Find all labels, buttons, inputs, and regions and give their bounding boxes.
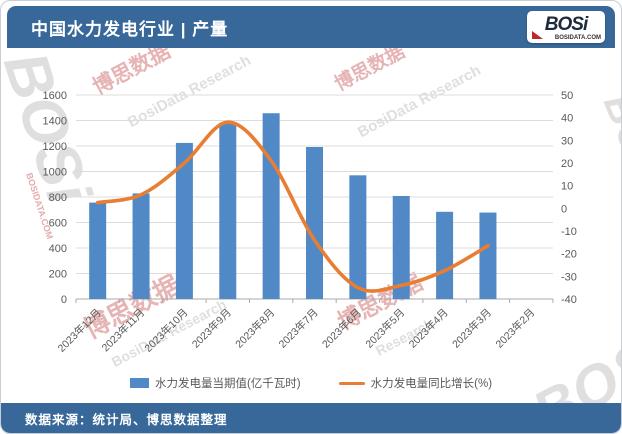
legend-item-bar-series: 水力发电量当期值(亿千瓦时)	[129, 375, 301, 391]
bosi-logo: BOSi BOSIDATA.COM	[527, 11, 605, 43]
bar-series-label: 水力发电量当期值(亿千瓦时)	[154, 378, 301, 390]
header-bar: 中国水力发电行业 | 产量 BOSi BOSIDATA.COM	[7, 6, 615, 48]
bar-series-swatch	[129, 378, 149, 388]
right-axis-tick-label: 50	[561, 90, 573, 102]
right-axis-tick-label: 40	[561, 113, 573, 125]
line-series-label: 水力发电量同比增长(%)	[370, 378, 493, 390]
right-axis-tick-label: -40	[561, 294, 577, 306]
left-axis-tick-label: 200	[49, 269, 67, 281]
chart-legend: 水力发电量当期值(亿千瓦时) 水力发电量同比增长(%)	[1, 373, 621, 393]
x-axis-label: 2023年5月	[363, 306, 408, 351]
left-axis-tick-label: 1400	[43, 116, 67, 128]
left-axis-tick-label: 1200	[43, 141, 67, 153]
bar-2023年5月	[392, 195, 410, 299]
right-axis-tick-label: -10	[561, 226, 577, 238]
bar-2023年4月	[436, 211, 454, 299]
x-axis-label: 2023年8月	[233, 306, 278, 351]
right-axis-tick-label: 10	[561, 181, 573, 193]
right-axis-tick-label: 30	[561, 135, 573, 147]
left-axis-tick-label: 600	[49, 218, 67, 230]
x-axis-label: 2023年3月	[449, 306, 494, 351]
x-axis-label: 2023年4月	[406, 306, 451, 351]
x-axis-label: 2023年6月	[319, 306, 364, 351]
bar-2023年11月	[132, 193, 150, 299]
bar-2023年6月	[349, 175, 367, 299]
bar-2023年12月	[89, 202, 107, 299]
x-axis-label: 2023年7月	[276, 306, 321, 351]
x-axis-label: 2023年2月	[493, 306, 538, 351]
x-axis-label: 2023年11月	[99, 306, 147, 354]
combo-chart: 0 200 400 600 800 1000 1200 1400 1600 50 40 30 20 10 0…	[43, 90, 577, 355]
logo-subtext: BOSIDATA.COM	[554, 35, 601, 41]
left-axis-tick-label: 0	[61, 294, 67, 306]
x-axis-label: 2023年9月	[189, 306, 234, 351]
bar-2023年9月	[219, 123, 237, 299]
x-axis-label: 2023年10月	[142, 306, 191, 355]
logo-text: BOSi	[544, 13, 588, 35]
bar-2023年7月	[306, 147, 323, 299]
legend-item-line-series: 水力发电量同比增长(%)	[338, 375, 493, 391]
data-source-text: 数据来源：统计局、博思数据整理	[25, 412, 228, 427]
bar-2023年3月	[479, 212, 497, 299]
left-axis-tick-label: 400	[49, 243, 67, 255]
page-title: 中国水力发电行业 | 产量	[31, 19, 229, 39]
logo-triangle-icon	[532, 31, 543, 39]
right-axis-tick-label: -20	[561, 249, 577, 261]
right-axis-tick-label: 0	[561, 203, 567, 215]
right-axis-tick-label: -30	[561, 271, 577, 283]
trend-line	[95, 120, 490, 293]
right-axis-tick-label: 20	[561, 158, 573, 170]
x-axis-label: 2023年12月	[55, 306, 104, 355]
footer-bar: 数据来源：统计局、博思数据整理	[1, 403, 621, 433]
left-axis-tick-label: 1000	[43, 167, 67, 179]
bar-2023年8月	[262, 113, 280, 299]
left-axis-tick-label: 1600	[43, 90, 67, 102]
left-axis-tick-label: 800	[49, 192, 67, 204]
bar-2023年10月	[175, 142, 193, 299]
line-series-swatch	[338, 381, 365, 385]
